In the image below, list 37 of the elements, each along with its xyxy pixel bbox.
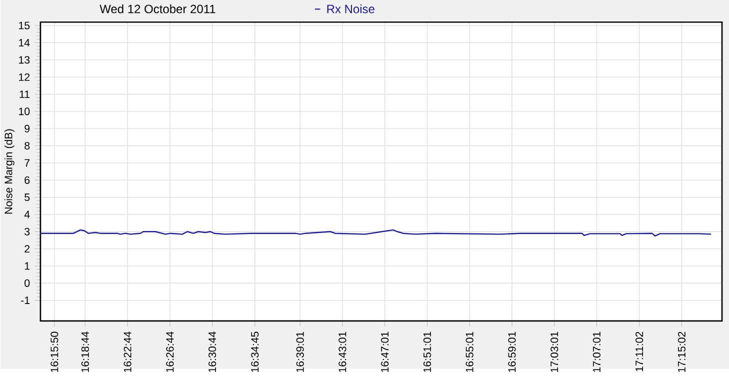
y-tick-label: 8 bbox=[24, 142, 30, 150]
x-tick-label: 16:55:01 bbox=[466, 332, 474, 372]
x-tick-label: 17:11:02 bbox=[636, 332, 644, 372]
y-tick-label: -1 bbox=[21, 296, 30, 304]
x-tick-label: 16:30:44 bbox=[208, 332, 216, 372]
y-tick-label: 0 bbox=[24, 279, 30, 287]
y-tick-label: 7 bbox=[24, 159, 30, 166]
x-tick-label: 16:18:44 bbox=[81, 332, 89, 372]
x-tick-label: 17:03:01 bbox=[550, 332, 558, 372]
y-tick-label: 5 bbox=[24, 193, 30, 201]
x-tick-label: 16:51:01 bbox=[423, 332, 431, 372]
y-axis-title: Noise Margin (dB) bbox=[4, 129, 14, 214]
y-tick-label: 13 bbox=[19, 56, 30, 64]
y-tick-label: 6 bbox=[24, 176, 30, 184]
x-tick-label: 16:43:01 bbox=[338, 332, 346, 372]
x-tick-label: 16:47:01 bbox=[381, 332, 389, 372]
x-tick-label: 17:07:01 bbox=[592, 332, 600, 372]
x-tick-label: 16:34:45 bbox=[251, 332, 259, 372]
x-tick-label: 16:59:01 bbox=[508, 332, 516, 372]
y-tick-label: 10 bbox=[19, 108, 30, 116]
x-tick-label: 16:26:44 bbox=[166, 332, 174, 372]
y-tick-label: 12 bbox=[19, 73, 30, 81]
y-tick-label: 4 bbox=[24, 210, 30, 218]
y-tick-label: 11 bbox=[20, 90, 30, 98]
x-tick-label: 16:22:44 bbox=[124, 332, 132, 372]
y-tick-label: 14 bbox=[19, 38, 30, 46]
chart-title: Wed 12 October 2011 bbox=[100, 4, 216, 14]
x-tick-label: 17:15:02 bbox=[678, 332, 686, 372]
y-tick-label: 3 bbox=[24, 228, 30, 236]
y-tick-label: 15 bbox=[19, 22, 30, 30]
y-tick-label: 9 bbox=[24, 124, 30, 132]
legend-label: Rx Noise bbox=[327, 4, 374, 14]
y-tick-label: 2 bbox=[24, 244, 30, 252]
x-tick-label: 16:39:01 bbox=[296, 332, 304, 372]
x-tick-label: 16:15:50 bbox=[50, 332, 58, 372]
line-series bbox=[40, 229, 712, 236]
y-tick-label: 1 bbox=[24, 262, 30, 270]
